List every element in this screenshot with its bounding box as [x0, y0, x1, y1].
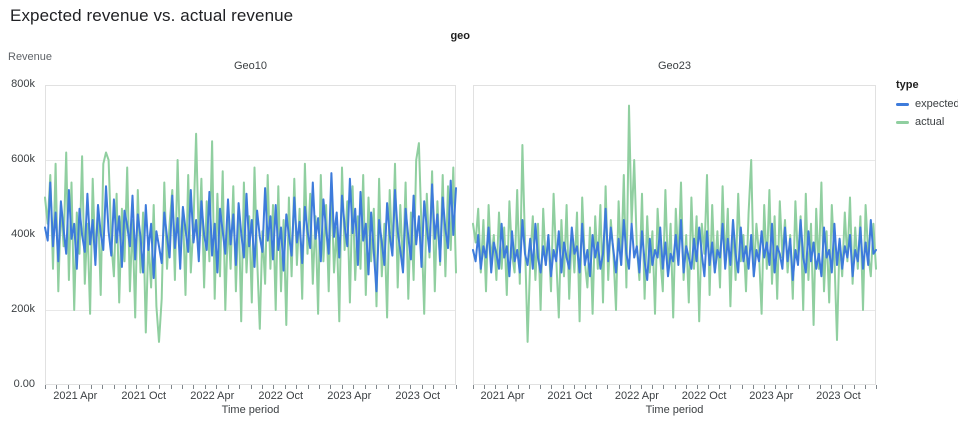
- x-tick-label: 2022 Apr: [614, 390, 659, 402]
- x-tick-label: 2021 Apr: [53, 390, 98, 402]
- x-tick-label: 2022 Oct: [258, 390, 304, 402]
- y-tick-label: 200k: [11, 303, 35, 315]
- x-tick-label: 2021 Oct: [121, 390, 167, 402]
- x-axis-title-geo10: Time period: [221, 404, 280, 416]
- actual-line-swatch-icon: [896, 120, 909, 124]
- legend-item-actual[interactable]: actual: [896, 116, 958, 128]
- x-tick-label: 2023 Apr: [327, 390, 372, 402]
- expected-line-swatch-icon: [896, 102, 909, 106]
- plot-area-geo10[interactable]: [44, 85, 457, 389]
- plot-frame: [473, 85, 876, 385]
- facet-chart-geo10: [44, 85, 457, 389]
- chart-title: Expected revenue vs. actual revenue: [10, 6, 294, 25]
- x-tick-label: 2022 Apr: [190, 390, 235, 402]
- series-line-actual: [472, 104, 877, 343]
- facet-chart-geo23: [472, 85, 877, 389]
- legend: type expected actual: [896, 79, 958, 134]
- legend-item-expected[interactable]: expected: [896, 98, 958, 110]
- x-axis-title-geo23: Time period: [645, 404, 704, 416]
- x-tick-label: 2021 Oct: [547, 390, 593, 402]
- facet-field-label: geo: [450, 30, 470, 42]
- plot-area-geo23[interactable]: [472, 85, 877, 389]
- y-axis-title: Revenue: [8, 51, 53, 63]
- x-tick-label: 2023 Apr: [749, 390, 794, 402]
- x-tick-label: 2021 Apr: [480, 390, 525, 402]
- series-line-actual: [44, 132, 457, 343]
- legend-item-label: expected: [915, 98, 958, 110]
- y-tick-label: 0.00: [13, 378, 35, 390]
- x-tick-label: 2023 Oct: [395, 390, 441, 402]
- legend-title: type: [896, 79, 919, 91]
- x-tick-label: 2022 Oct: [681, 390, 727, 402]
- y-tick-label: 600k: [11, 153, 35, 165]
- y-tick-label: 800k: [11, 78, 35, 90]
- legend-item-label: actual: [915, 116, 945, 128]
- series-line-expected: [472, 207, 877, 281]
- x-tick-label: 2023 Oct: [816, 390, 861, 402]
- y-tick-label: 400k: [11, 228, 35, 240]
- facet-title-geo23: Geo23: [657, 60, 692, 72]
- series-line-expected: [44, 172, 457, 293]
- facet-title-geo10: Geo10: [233, 60, 268, 72]
